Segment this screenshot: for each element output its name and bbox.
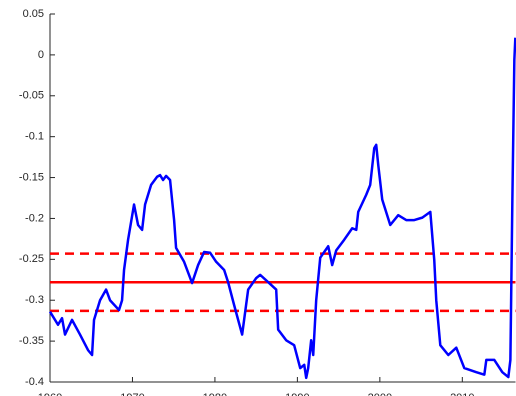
x-tick-label: 2010 [450,392,474,396]
y-tick-label: -0.2 [25,212,44,224]
y-tick-label: -0.25 [19,253,44,265]
y-tick-label: 0.05 [23,8,44,20]
y-tick-label: -0.05 [19,90,44,102]
y-tick-label: -0.35 [19,335,44,347]
x-tick-label: 2000 [368,392,392,396]
y-tick-label: 0 [38,49,44,61]
y-tick-label: -0.1 [25,131,44,143]
y-tick-label: -0.15 [19,171,44,183]
x-tick-label: 1970 [120,392,144,396]
y-tick-label: -0.3 [25,294,44,306]
y-tick-label: -0.4 [25,376,44,388]
x-tick-label: 1980 [203,392,227,396]
x-tick-label: 1990 [285,392,309,396]
x-tick-label: 1960 [38,392,62,396]
data-line [48,37,516,380]
